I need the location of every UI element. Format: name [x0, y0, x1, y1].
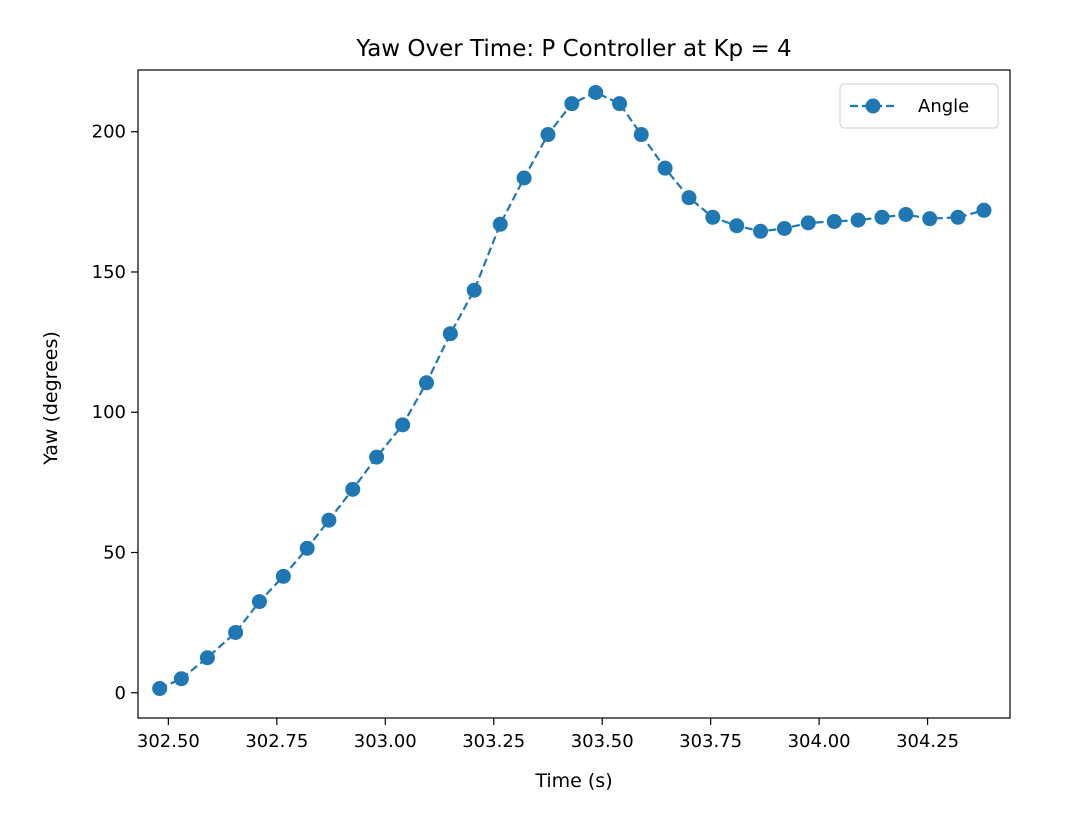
data-point: [729, 218, 745, 234]
x-tick-label: 302.50: [137, 731, 200, 752]
data-point: [874, 209, 890, 225]
y-tick-label: 200: [92, 122, 126, 143]
data-point: [588, 84, 604, 100]
data-point: [466, 282, 482, 298]
data-point: [321, 512, 337, 528]
y-tick-label: 100: [92, 402, 126, 423]
legend-box: [839, 83, 999, 129]
data-point: [657, 160, 673, 176]
data-point: [800, 215, 816, 231]
data-point: [681, 190, 697, 206]
x-tick-label: 303.75: [679, 731, 742, 752]
data-point: [976, 202, 992, 218]
y-axis-label: Yaw (degrees): [40, 331, 62, 466]
data-point: [516, 170, 532, 186]
data-point: [442, 326, 458, 342]
x-tick-label: 304.00: [788, 731, 851, 752]
data-point: [275, 568, 291, 584]
data-point: [826, 213, 842, 229]
legend-marker-swatch: [865, 98, 881, 114]
x-tick-label: 304.25: [896, 731, 959, 752]
y-tick-label: 0: [115, 683, 126, 704]
data-point: [492, 216, 508, 232]
data-point: [345, 481, 361, 497]
x-axis-label: Time (s): [534, 770, 612, 792]
data-point: [173, 671, 189, 687]
x-tick-label: 303.25: [462, 731, 525, 752]
y-tick-label: 50: [103, 542, 126, 563]
data-point: [850, 212, 866, 228]
data-point: [898, 206, 914, 222]
data-point: [251, 594, 267, 610]
data-point: [950, 209, 966, 225]
legend-label: Angle: [918, 96, 969, 117]
data-point: [633, 127, 649, 143]
data-point: [776, 220, 792, 236]
data-point: [564, 96, 580, 112]
y-tick-label: 150: [92, 262, 126, 283]
data-point: [152, 681, 168, 697]
x-tick-label: 303.50: [571, 731, 634, 752]
data-point: [705, 209, 721, 225]
data-point: [612, 96, 628, 112]
data-point: [299, 540, 315, 556]
x-tick-label: 302.75: [245, 731, 308, 752]
chart-title: Yaw Over Time: P Controller at Kp = 4: [355, 36, 791, 62]
data-point: [922, 211, 938, 227]
data-point: [369, 449, 385, 465]
data-point: [418, 375, 434, 391]
plot-area: 302.50 302.75 303.00 303.25 303.50 303.75 304.…: [92, 69, 1011, 752]
data-point: [753, 223, 769, 239]
data-point: [199, 650, 215, 666]
data-point: [395, 417, 411, 433]
axes-frame: [137, 69, 1011, 719]
data-point: [228, 624, 244, 640]
x-tick-label: 303.00: [354, 731, 417, 752]
data-point: [540, 127, 556, 143]
